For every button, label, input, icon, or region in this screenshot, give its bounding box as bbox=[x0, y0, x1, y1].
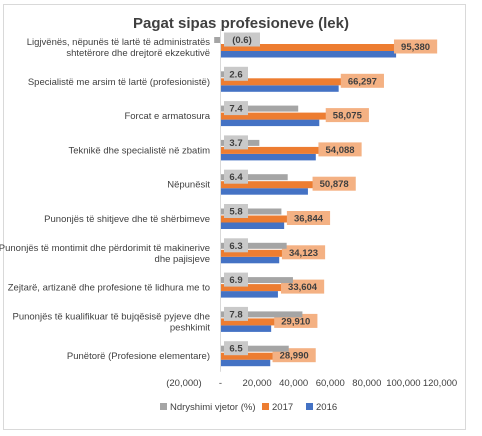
data-label-box-change bbox=[224, 101, 248, 116]
data-label-2017: 66,297 bbox=[348, 76, 377, 87]
x-tick-label: 120,000 bbox=[423, 378, 457, 389]
data-label-box-2017 bbox=[393, 39, 438, 54]
category-labels: Ligjvënës, nëpunës të lartë të administr… bbox=[0, 37, 211, 362]
bar-annual-change bbox=[220, 242, 287, 249]
bar-2016 bbox=[220, 222, 285, 229]
bar-2017 bbox=[220, 249, 283, 257]
data-label-box-2017 bbox=[286, 211, 331, 225]
bar-annual-change bbox=[220, 174, 288, 181]
data-label-box-change bbox=[224, 341, 248, 356]
bar-2016 bbox=[220, 51, 397, 58]
bar-2017 bbox=[220, 215, 288, 223]
bar-2017 bbox=[220, 352, 274, 360]
bar-2017 bbox=[220, 112, 327, 120]
bar-2017 bbox=[220, 78, 342, 86]
bar-annual-change bbox=[220, 105, 299, 112]
category-label: Punonjës të shitjeve dhe të shërbimeve bbox=[44, 214, 210, 225]
data-label-change: 6.9 bbox=[229, 275, 242, 286]
data-label-box-2017 bbox=[325, 108, 369, 123]
data-label-box-2017 bbox=[312, 176, 356, 191]
category-label: Punonjës të kualifikuar të bujqësisë pyj… bbox=[12, 311, 210, 322]
category-label: Teknikë dhe specialistë në zbatim bbox=[68, 145, 210, 156]
data-label-2017: 33,604 bbox=[288, 282, 318, 293]
x-tick-label: 100,000 bbox=[386, 378, 420, 389]
data-label-change: 6.4 bbox=[229, 172, 243, 183]
category-label: Zejtarë, artizanë dhe profesione të lidh… bbox=[8, 283, 210, 294]
data-label-box-change bbox=[224, 272, 248, 287]
data-label-2017: 36,844 bbox=[294, 214, 324, 225]
category-label: Specialistë me arsim të lartë (profesion… bbox=[28, 77, 210, 88]
category-label: Punëtorë (Profesione elementare) bbox=[67, 351, 210, 362]
data-label-box-change bbox=[224, 32, 260, 47]
data-label-box-change bbox=[224, 204, 248, 218]
data-label-2017: 50,878 bbox=[320, 179, 349, 190]
bar-2017 bbox=[220, 146, 320, 154]
bars-layer: 95,380 (0.6) 66,297 2.6 58,075 7.4 54,088 3.7 50… bbox=[214, 32, 438, 367]
x-tick-label: (20,000) bbox=[166, 378, 201, 389]
bar-2016 bbox=[220, 359, 271, 367]
bar-annual-change bbox=[220, 208, 282, 215]
data-label-box-change bbox=[224, 135, 248, 150]
x-tick-label: - bbox=[219, 378, 222, 389]
x-tick-label: 20,000 bbox=[243, 378, 272, 389]
data-label-box-change bbox=[224, 306, 248, 321]
category-label: Punonjës të montimit dhe përdorimit të m… bbox=[0, 243, 210, 254]
data-label-change: 3.7 bbox=[229, 138, 242, 149]
bar-2017 bbox=[220, 318, 276, 326]
data-label-change: 7.4 bbox=[229, 104, 243, 115]
category-label: Nëpunësit bbox=[167, 180, 210, 191]
data-label-change: 6.5 bbox=[229, 344, 243, 355]
bar-annual-change bbox=[220, 277, 293, 284]
data-label-box-change bbox=[224, 238, 248, 253]
data-label-box-change bbox=[224, 169, 248, 184]
data-label-2017: 95,380 bbox=[401, 42, 430, 53]
data-label-box-2017 bbox=[340, 73, 384, 88]
bar-2017 bbox=[220, 44, 395, 51]
data-label-2017: 28,990 bbox=[280, 351, 309, 362]
bar-2016 bbox=[220, 119, 320, 127]
bar-2016 bbox=[220, 291, 278, 298]
category-label: Ligjvënës, nëpunës të lartë të administr… bbox=[27, 37, 210, 48]
data-label-2017: 54,088 bbox=[326, 145, 355, 156]
bar-2016 bbox=[220, 85, 339, 92]
category-label: shtetërore dhe drejtorë ekzekutivë bbox=[66, 48, 210, 59]
data-label-2017: 29,910 bbox=[281, 316, 310, 327]
data-label-box-change bbox=[224, 66, 248, 81]
bar-2017 bbox=[220, 284, 282, 292]
data-label-change: 7.8 bbox=[229, 309, 242, 320]
legend-swatch bbox=[262, 403, 269, 410]
data-label-change: 6.3 bbox=[229, 241, 242, 252]
x-axis-ticks: (20,000) - 20,000 40,000 60,000 80,000 100,000… bbox=[166, 29, 457, 389]
legend-swatch bbox=[160, 403, 167, 410]
bar-2016 bbox=[220, 325, 272, 332]
data-label-change: (0.6) bbox=[232, 35, 252, 46]
chart-title: Pagat sipas profesioneve (lek) bbox=[133, 15, 349, 32]
bar-2017 bbox=[220, 181, 314, 189]
bar-annual-change bbox=[214, 37, 221, 43]
category-label: dhe pajisjeve bbox=[155, 254, 210, 265]
data-label-box-2017 bbox=[281, 245, 326, 260]
bar-annual-change bbox=[220, 311, 303, 318]
category-label: Forcat e armatosura bbox=[124, 111, 210, 122]
x-tick-label: 60,000 bbox=[316, 378, 345, 389]
bar-2016 bbox=[220, 188, 308, 195]
legend-label: 2017 bbox=[272, 402, 293, 413]
x-tick-label: 40,000 bbox=[279, 378, 308, 389]
data-label-2017: 58,075 bbox=[333, 111, 363, 122]
category-label: peshkimit bbox=[170, 322, 210, 333]
legend: Ndryshimi vjetor (%) 2017 2016 bbox=[160, 402, 337, 413]
legend-swatch bbox=[306, 403, 313, 410]
bar-2016 bbox=[220, 256, 280, 264]
bar-2016 bbox=[220, 153, 316, 161]
x-tick-label: 80,000 bbox=[352, 378, 381, 389]
data-label-change: 2.6 bbox=[229, 69, 242, 80]
bar-annual-change bbox=[220, 345, 289, 352]
legend-label: 2016 bbox=[316, 402, 337, 413]
data-label-box-2017 bbox=[318, 142, 362, 157]
legend-label: Ndryshimi vjetor (%) bbox=[170, 402, 256, 413]
data-label-change: 5.8 bbox=[229, 207, 242, 218]
data-label-2017: 34,123 bbox=[289, 248, 318, 259]
